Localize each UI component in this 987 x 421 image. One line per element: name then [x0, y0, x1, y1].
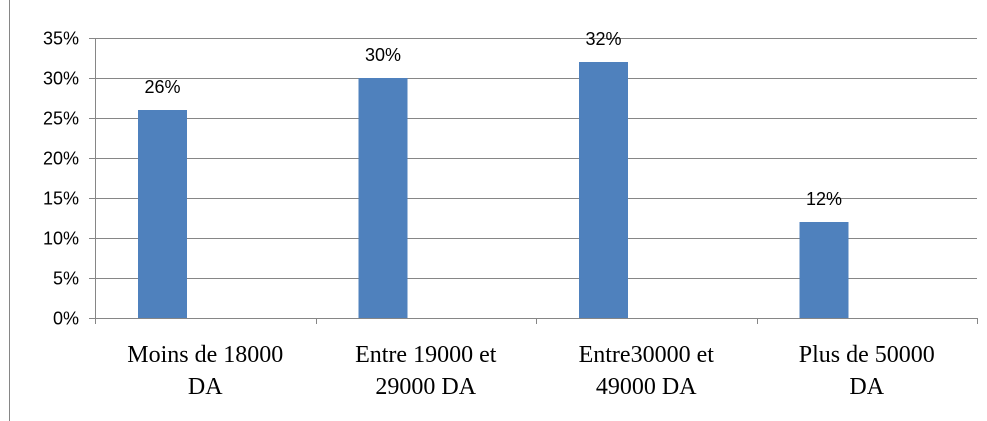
y-tick-label: 25%	[43, 109, 79, 129]
bar	[799, 222, 849, 318]
gridlines	[89, 38, 978, 324]
y-tick-label: 5%	[53, 269, 79, 289]
y-tick-label: 20%	[43, 149, 79, 169]
data-label: 12%	[806, 189, 842, 209]
bars	[138, 62, 849, 318]
y-tick-label: 0%	[53, 309, 79, 329]
x-axis-tick-labels: Moins de 18000 DA Entre 19000 et 29000 DA En…	[127, 342, 935, 400]
data-label: 32%	[585, 29, 621, 49]
bar	[138, 110, 187, 318]
y-tick-label: 35%	[43, 29, 79, 49]
data-label: 26%	[144, 77, 180, 97]
y-tick-label: 30%	[43, 69, 79, 89]
y-tick-label: 15%	[43, 189, 79, 209]
x-tick-label: Moins de 18000 DA	[127, 342, 283, 400]
data-label: 30%	[365, 45, 401, 65]
y-axis-tick-labels: 0% 5% 10% 15% 20% 25% 30% 35%	[43, 29, 79, 329]
x-tick-label: Entre 19000 et 29000 DA	[355, 342, 497, 400]
y-tick-label: 10%	[43, 229, 79, 249]
bar	[579, 62, 628, 318]
bar	[358, 78, 408, 318]
x-tick-label: Plus de 50000 DA	[799, 342, 935, 400]
data-labels: 26% 30% 32% 12%	[144, 29, 842, 209]
x-tick-label: Entre30000 et 49000 DA	[579, 342, 715, 400]
